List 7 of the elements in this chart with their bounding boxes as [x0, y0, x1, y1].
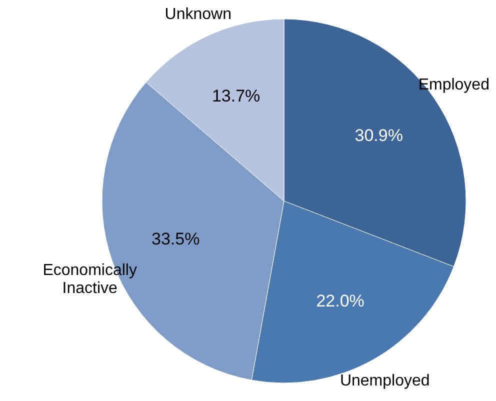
slice-label: Unemployed — [340, 372, 430, 390]
data-label: 33.5% — [152, 229, 200, 248]
slice-label: Economically Inactive — [42, 262, 137, 297]
data-label: 22.0% — [316, 291, 364, 310]
slice-label: Unknown — [164, 6, 232, 23]
data-label: 13.7% — [212, 86, 260, 106]
data-label: 30.9% — [354, 126, 403, 145]
